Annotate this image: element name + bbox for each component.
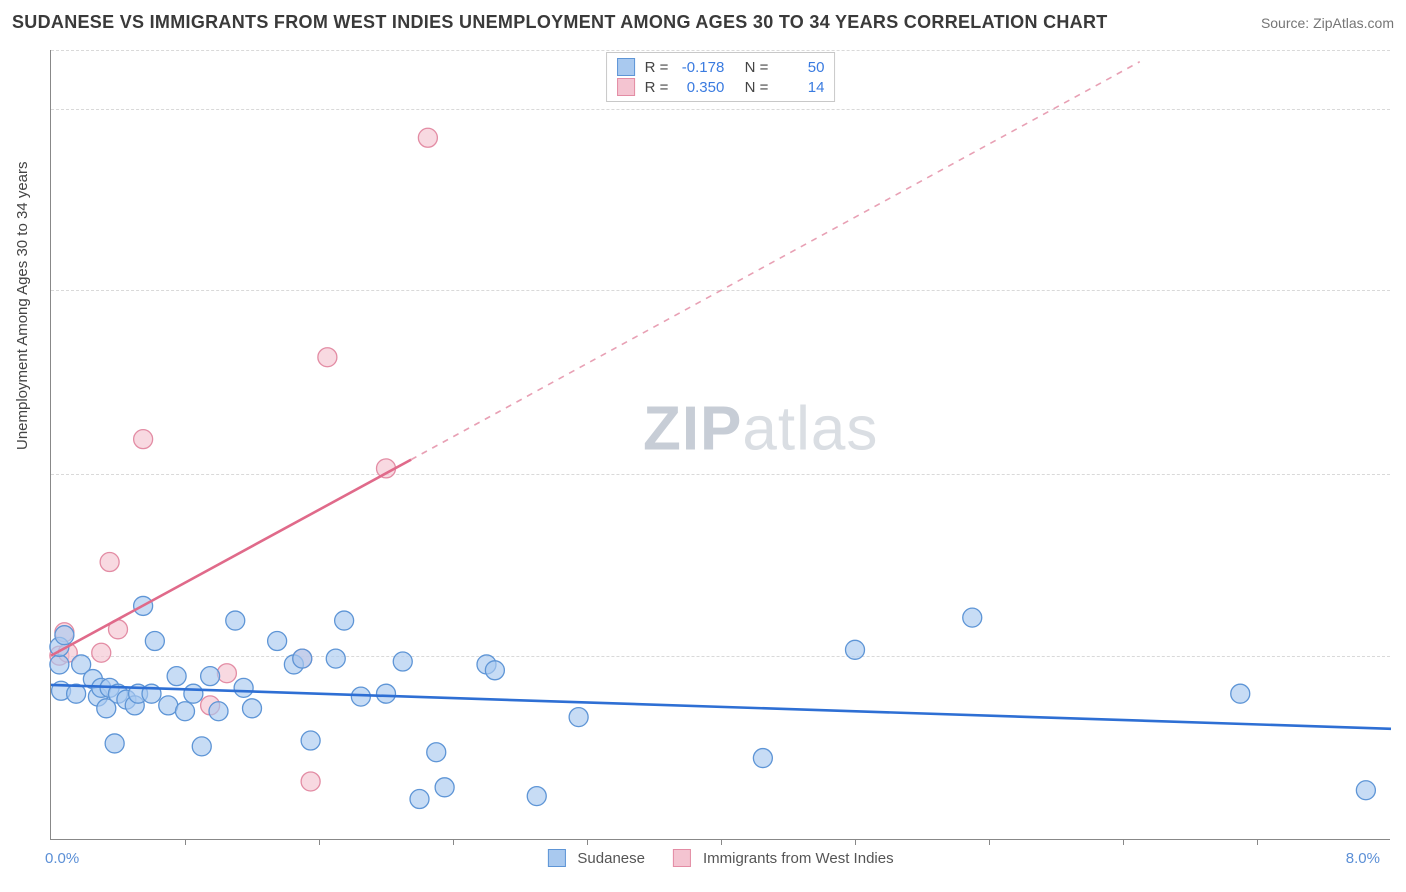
swatch-westindies-icon xyxy=(673,849,691,867)
x-axis-max-label: 8.0% xyxy=(1346,850,1380,867)
swatch-sudanese-icon xyxy=(547,849,565,867)
swatch-westindies xyxy=(617,78,635,96)
y-axis-label: Unemployment Among Ages 30 to 34 years xyxy=(14,161,31,450)
plot-area: ZIPatlas 6.3%12.5%18.8%25.0% R = -0.178 … xyxy=(50,50,1390,840)
legend-row-sudanese: R = -0.178 N = 50 xyxy=(617,57,825,77)
legend-row-westindies: R = 0.350 N = 14 xyxy=(617,77,825,97)
legend-item-westindies: Immigrants from West Indies xyxy=(673,849,894,867)
source-attribution: Source: ZipAtlas.com xyxy=(1261,15,1394,31)
chart-title: SUDANESE VS IMMIGRANTS FROM WEST INDIES … xyxy=(12,12,1108,33)
y-tick-label: 18.8% xyxy=(1397,281,1406,298)
correlation-legend: R = -0.178 N = 50 R = 0.350 N = 14 xyxy=(606,52,836,102)
swatch-sudanese xyxy=(617,58,635,76)
y-tick-label: 25.0% xyxy=(1397,100,1406,117)
y-tick-label: 6.3% xyxy=(1397,647,1406,664)
series-legend: Sudanese Immigrants from West Indies xyxy=(547,849,893,867)
y-tick-label: 12.5% xyxy=(1397,465,1406,482)
scatter-svg xyxy=(51,50,1390,839)
legend-item-sudanese: Sudanese xyxy=(547,849,645,867)
x-axis-min-label: 0.0% xyxy=(45,850,79,867)
